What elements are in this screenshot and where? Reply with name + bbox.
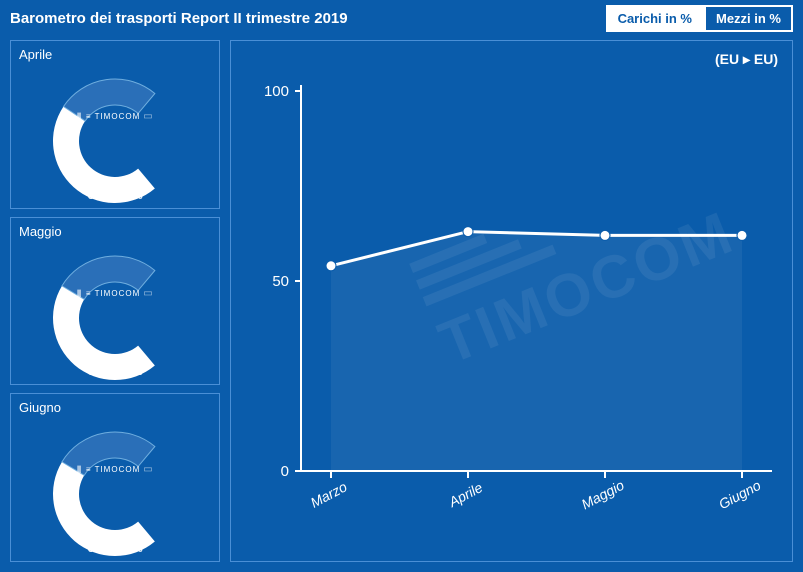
gauge-percentages: 62% 38% bbox=[11, 363, 219, 378]
gauge-percentages: 63% 37% bbox=[11, 187, 219, 202]
tab-mezzi[interactable]: Mezzi in % bbox=[704, 5, 793, 32]
gauge-svg bbox=[30, 242, 200, 382]
gauge-month-label: Giugno bbox=[19, 400, 61, 415]
body: Aprile ▮ ≡ TIMOCOM ▭ 63% 37% Maggio ▮ ≡ TIMO… bbox=[0, 36, 803, 572]
truck-load-icon: ▮ bbox=[76, 464, 83, 475]
header: Barometro dei trasporti Report II trimes… bbox=[0, 0, 803, 36]
svg-text:0: 0 bbox=[281, 463, 289, 480]
truck-load-icon: ▮ bbox=[76, 288, 83, 299]
gauge-month-label: Maggio bbox=[19, 224, 62, 239]
gauge-month-label: Aprile bbox=[19, 47, 52, 62]
gauge-percentages: 62% 38% bbox=[11, 540, 219, 555]
truck-icon: ▭ bbox=[143, 288, 153, 299]
truck-icon: ▭ bbox=[143, 464, 153, 475]
gauge-svg bbox=[30, 418, 200, 558]
svg-text:Maggio: Maggio bbox=[579, 477, 627, 513]
gauges-sidebar: Aprile ▮ ≡ TIMOCOM ▭ 63% 37% Maggio ▮ ≡ TIMO… bbox=[10, 40, 220, 562]
gauge-svg bbox=[30, 65, 200, 205]
svg-text:100: 100 bbox=[264, 83, 289, 100]
gauge-brand: ▮ ≡ TIMOCOM ▭ bbox=[76, 111, 153, 122]
gauge-card: Maggio ▮ ≡ TIMOCOM ▭ 62% 38% bbox=[10, 217, 220, 386]
truck-load-icon: ▮ bbox=[76, 111, 83, 122]
line-chart-svg: 0 50 100 Marzo Aprile Maggio Giugno bbox=[231, 41, 792, 561]
svg-text:50: 50 bbox=[272, 273, 289, 290]
svg-text:Giugno: Giugno bbox=[716, 477, 764, 512]
gauge-brand: ▮ ≡ TIMOCOM ▭ bbox=[76, 464, 153, 475]
truck-icon: ▭ bbox=[143, 111, 153, 122]
dashboard-root: Barometro dei trasporti Report II trimes… bbox=[0, 0, 803, 572]
line-chart-card: (EU ▸ EU) TIMOCOM 050100MarzoAprileMaggi… bbox=[230, 40, 793, 562]
tabs: Carichi in % Mezzi in % bbox=[606, 5, 793, 32]
gauge-card: Aprile ▮ ≡ TIMOCOM ▭ 63% 37% bbox=[10, 40, 220, 209]
gauge-card: Giugno ▮ ≡ TIMOCOM ▭ 62% 38% bbox=[10, 393, 220, 562]
page-title: Barometro dei trasporti Report II trimes… bbox=[10, 10, 348, 27]
svg-text:Aprile: Aprile bbox=[445, 479, 485, 511]
tab-carichi[interactable]: Carichi in % bbox=[606, 5, 704, 32]
gauge-brand: ▮ ≡ TIMOCOM ▭ bbox=[76, 288, 153, 299]
svg-text:Marzo: Marzo bbox=[308, 478, 350, 510]
